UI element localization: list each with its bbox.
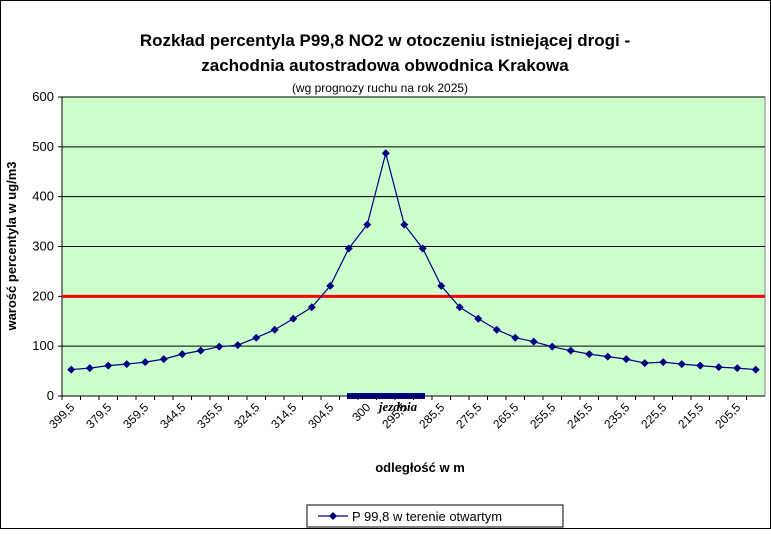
marker xyxy=(622,355,631,364)
annotation: jezdnia xyxy=(377,399,418,414)
marker xyxy=(566,346,575,355)
x-axis-title: odległość w m xyxy=(375,460,465,475)
marker xyxy=(363,220,372,229)
marker xyxy=(418,244,427,253)
chart-title: zachodnia autostradowa obwodnica Krakowa xyxy=(201,56,569,75)
marker xyxy=(344,244,353,253)
y-tick-label: 400 xyxy=(32,189,54,204)
marker xyxy=(141,358,150,367)
marker xyxy=(67,365,76,374)
legend-label: P 99,8 w terenie otwartym xyxy=(352,509,502,524)
marker xyxy=(270,325,279,334)
chart-title: Rozkład percentyla P99,8 NO2 w otoczeniu… xyxy=(140,31,630,50)
marker xyxy=(104,361,113,370)
marker xyxy=(751,365,760,374)
y-axis-title: warość percentyla w ug/m3 xyxy=(4,161,19,331)
marker xyxy=(437,281,446,290)
y-tick-label: 600 xyxy=(32,89,54,104)
marker xyxy=(233,341,242,350)
marker xyxy=(215,342,224,351)
marker xyxy=(455,303,464,312)
marker xyxy=(585,350,594,359)
marker xyxy=(159,355,168,364)
marker xyxy=(492,325,501,334)
marker xyxy=(696,361,705,370)
marker xyxy=(326,281,335,290)
marker xyxy=(474,314,483,323)
marker xyxy=(178,350,187,359)
y-tick-label: 100 xyxy=(32,338,54,353)
marker xyxy=(714,363,723,372)
marker xyxy=(733,364,742,373)
marker xyxy=(307,303,316,312)
marker xyxy=(289,314,298,323)
marker xyxy=(529,337,538,346)
marker xyxy=(659,358,668,367)
y-tick-label: 200 xyxy=(32,288,54,303)
marker xyxy=(196,346,205,355)
marker xyxy=(85,364,94,373)
y-tick-label: 0 xyxy=(47,388,54,403)
marker xyxy=(381,149,390,158)
marker xyxy=(400,220,409,229)
marker xyxy=(511,333,520,342)
legend xyxy=(306,504,564,528)
y-tick-label: 300 xyxy=(32,239,54,254)
marker xyxy=(122,360,131,369)
legend-marker xyxy=(329,512,337,520)
marker xyxy=(603,352,612,361)
marker xyxy=(677,360,686,369)
marker xyxy=(252,333,261,342)
chart-subtitle: (wg prognozy ruchu na rok 2025) xyxy=(292,81,468,95)
marker xyxy=(640,359,649,368)
marker xyxy=(548,342,557,351)
y-tick-label: 500 xyxy=(32,139,54,154)
